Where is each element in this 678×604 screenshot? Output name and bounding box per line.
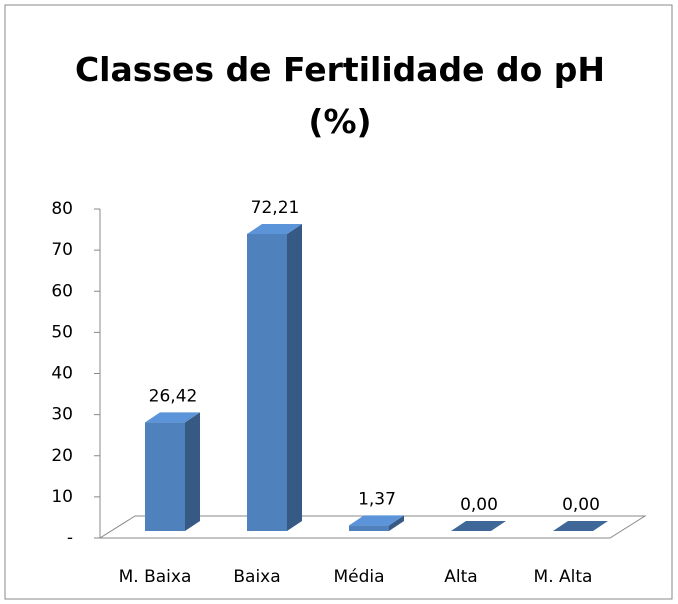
bar-face (451, 521, 506, 531)
x-tick-label: M. Baixa (119, 567, 192, 587)
chart-border (4, 4, 673, 600)
y-tick-label: 20 (51, 446, 73, 466)
bar-face (145, 422, 185, 531)
bar-face (287, 224, 302, 531)
floor (98, 515, 647, 539)
value-label: 1,37 (358, 489, 396, 509)
y-tick-label: 30 (51, 405, 73, 425)
bar-face (247, 234, 287, 531)
y-tick-label: 60 (51, 281, 73, 301)
bar-face (185, 412, 200, 531)
value-label: 0,00 (460, 495, 498, 515)
bar (553, 521, 608, 531)
value-label: 0,00 (562, 495, 600, 515)
bar (451, 521, 506, 531)
y-tick-label: 50 (51, 322, 73, 342)
bar (349, 515, 404, 531)
chart-title: Classes de Fertilidade do pH (%) (74, 50, 606, 141)
y-tick-label: 70 (51, 240, 73, 260)
y-tick-label: 10 (51, 487, 73, 507)
bar (247, 224, 302, 531)
y-tick-label: 40 (51, 364, 73, 384)
bar-face (553, 521, 608, 531)
x-tick-label: M. Alta (534, 567, 593, 587)
x-tick-label: Média (333, 567, 384, 587)
bar-face (349, 515, 404, 526)
value-label: 72,21 (251, 198, 300, 218)
bar-face (145, 412, 200, 423)
bar-face (349, 525, 389, 531)
bar-face (247, 224, 302, 235)
y-tick-label: - (67, 528, 73, 548)
y-tick-label: 80 (51, 199, 73, 219)
bar (145, 412, 200, 531)
x-tick-label: Alta (444, 567, 477, 587)
x-tick-label: Baixa (233, 567, 280, 587)
value-label: 26,42 (149, 386, 198, 406)
bar-face (389, 515, 404, 531)
